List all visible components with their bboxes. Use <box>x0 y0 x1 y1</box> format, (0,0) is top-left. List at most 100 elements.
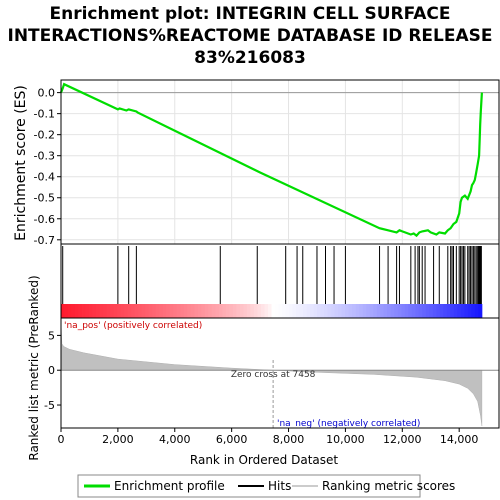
es-y-tick-label: -0.5 <box>34 192 55 205</box>
rank-color-cell <box>450 304 455 318</box>
rank-color-cell <box>289 304 293 318</box>
rank-color-cell <box>285 304 290 318</box>
rank-color-cell <box>260 304 265 318</box>
rank-color-cell <box>474 304 479 318</box>
rank-color-cell <box>362 304 367 318</box>
ranked-metric-panel: 5 0 -5 'na_pos' (positively correlated) Zero… <box>44 317 500 446</box>
es-panel-frame <box>60 79 500 245</box>
rank-color-cell <box>215 304 220 318</box>
rank-color-cell <box>327 304 332 318</box>
rank-color-cell <box>404 304 409 318</box>
rank-color-cell <box>453 304 458 318</box>
rank-color-cell <box>397 304 402 318</box>
rank-color-cell <box>338 304 343 318</box>
rank-color-cell <box>236 304 241 318</box>
rank-color-cell <box>432 304 437 318</box>
rank-color-cell <box>352 304 357 318</box>
rank-color-cell <box>303 304 307 318</box>
rank-color-cell <box>61 304 65 318</box>
rank-color-cell <box>211 304 216 318</box>
rank-color-cell <box>71 304 76 318</box>
legend: Enrichment profile Hits Ranking metric s… <box>77 474 455 498</box>
rank-color-cell <box>113 304 118 318</box>
rank-color-cell <box>373 304 378 318</box>
rank-color-cell <box>271 304 276 318</box>
rank-color-cell <box>82 304 86 318</box>
enrichment-score-panel: 0.0 -0.1 -0.2 -0.3 -0.4 -0.5 -0.6 -0.7 <box>34 79 500 247</box>
x-tick-label: 10,000 <box>326 433 365 446</box>
legend-metric-label: Ranking metric scores <box>322 479 455 493</box>
rank-color-cell <box>334 304 339 318</box>
rank-color-cell <box>75 304 79 318</box>
rank-color-cell <box>117 304 122 318</box>
rank-color-cell <box>345 304 350 318</box>
rank-color-cell <box>127 304 132 318</box>
rank-color-cell <box>222 304 227 318</box>
rank-color-cell <box>401 304 406 318</box>
rank-color-cell <box>464 304 469 318</box>
rank-color-cell <box>310 304 314 318</box>
x-tick-label: 12,000 <box>383 433 422 446</box>
rank-color-cell <box>355 304 360 318</box>
hits-panel <box>60 243 500 319</box>
rank-color-cell <box>131 304 136 318</box>
es-y-tick-label: -0.2 <box>34 129 55 142</box>
rank-color-cell <box>204 304 209 318</box>
rank-color-cell <box>331 304 336 318</box>
rank-color-cell <box>478 304 483 318</box>
rank-color-cell <box>278 304 283 318</box>
es-y-tick-label: -0.7 <box>34 234 55 247</box>
rank-color-cell <box>187 304 192 318</box>
rank-color-cell <box>197 304 202 318</box>
rank-color-cell <box>64 304 69 318</box>
rank-color-cell <box>348 304 353 318</box>
enrichment-profile-line <box>59 82 483 238</box>
rank-color-cell <box>141 304 146 318</box>
rank-color-cell <box>387 304 392 318</box>
chart-title-line-2: INTERACTIONS%REACTOME DATABASE ID RELEAS… <box>8 26 493 46</box>
rank-color-cell <box>99 304 104 318</box>
x-tick-label: 4,000 <box>159 433 191 446</box>
rank-color-cell <box>408 304 413 318</box>
rank-color-cell <box>415 304 420 318</box>
es-y-tick-label: 0.0 <box>38 87 56 100</box>
rank-color-cell <box>159 304 164 318</box>
rank-color-cell <box>68 304 72 318</box>
rank-color-cell <box>376 304 381 318</box>
rank-color-cell <box>218 304 223 318</box>
rank-color-cell <box>138 304 143 318</box>
rank-color-cell <box>443 304 448 318</box>
rank-color-cell <box>383 304 388 318</box>
es-y-tick-label: -0.3 <box>34 150 55 163</box>
x-tick-label: 8,000 <box>273 433 305 446</box>
rank-color-cell <box>306 304 311 318</box>
rank-color-cell <box>436 304 441 318</box>
ranking-metric-area <box>60 321 483 426</box>
positive-correlation-label: 'na_pos' (positively correlated) <box>64 321 202 331</box>
metric-panel-frame <box>60 317 500 429</box>
x-tick-label: 14,000 <box>440 433 479 446</box>
rank-color-cell <box>173 304 178 318</box>
rank-color-cell <box>239 304 244 318</box>
rank-color-cell <box>194 304 199 318</box>
rank-color-cell <box>366 304 371 318</box>
rank-color-cell <box>292 304 297 318</box>
rank-color-cell <box>229 304 234 318</box>
rank-color-cell <box>78 304 83 318</box>
rank-color-cell <box>208 304 213 318</box>
rank-color-cell <box>429 304 434 318</box>
rank-color-cell <box>162 304 167 318</box>
rank-color-cell <box>250 304 255 318</box>
rank-color-cell <box>85 304 90 318</box>
rank-color-cell <box>92 304 97 318</box>
legend-enrichment-label: Enrichment profile <box>114 479 225 493</box>
rank-color-cell <box>120 304 125 318</box>
rank-color-cell <box>439 304 444 318</box>
rank-color-cell <box>155 304 160 318</box>
x-axis-label: Rank in Ordered Dataset <box>190 453 338 467</box>
metric-y-tick-label: 5 <box>48 329 55 342</box>
rank-color-cell <box>411 304 416 318</box>
rank-color-cell <box>264 304 269 318</box>
es-y-tick-label: -0.4 <box>34 171 55 184</box>
